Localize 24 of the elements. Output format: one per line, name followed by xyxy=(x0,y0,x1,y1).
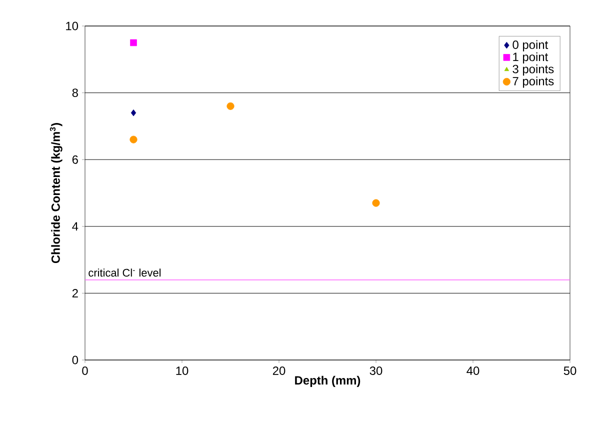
x-tick-label: 50 xyxy=(564,366,576,375)
point xyxy=(130,39,137,46)
x-tick-label: 40 xyxy=(466,366,480,375)
legend-label: 3 points xyxy=(512,64,554,76)
x-tick-label: 0 xyxy=(82,366,88,375)
point xyxy=(130,109,136,116)
x-axis-title: Depth (mm) xyxy=(295,376,360,387)
y-tick-label: 4 xyxy=(72,222,78,231)
legend-label: 7 points xyxy=(512,76,554,88)
point xyxy=(372,199,380,207)
y-tick-label: 6 xyxy=(72,155,78,164)
legend-label: 1 point xyxy=(513,52,548,64)
ref-line-label: critical Cl$^{-}$ level xyxy=(88,268,161,277)
x-tick-label: 30 xyxy=(370,366,382,375)
y-tick-label: 0 xyxy=(72,356,78,364)
x-tick-label: 20 xyxy=(272,366,286,375)
y-tick-label: 10 xyxy=(66,22,78,30)
legend-label: 0 point xyxy=(512,40,548,52)
point xyxy=(130,136,138,144)
y-tick-label: 2 xyxy=(72,289,78,298)
point xyxy=(226,102,234,110)
y-axis-title: Chloride Content (kg/m$^{3}$) xyxy=(50,123,62,264)
x-tick-label: 10 xyxy=(176,366,188,375)
y-tick-label: 8 xyxy=(72,88,78,98)
